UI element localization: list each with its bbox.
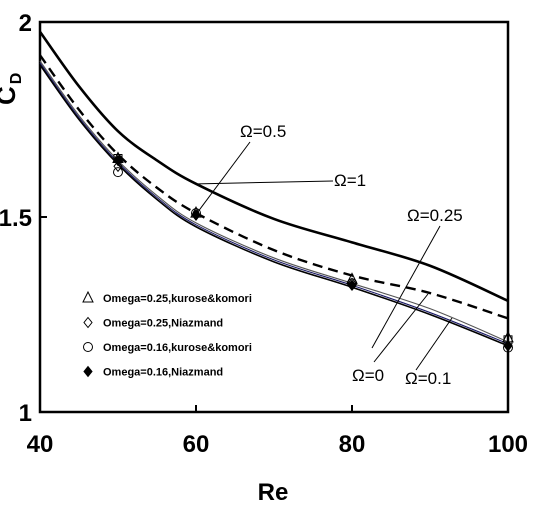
- y-tick-label-2: 2: [19, 10, 32, 37]
- x-axis-title: Re: [258, 479, 289, 506]
- legend-label-1: Omega=0.25,Niazmand: [103, 318, 223, 330]
- annotation-layer: Ω=0.5 Ω=1 Ω=0.25 Ω=0 Ω=0.1: [196, 122, 463, 388]
- y-axis-title-sub: D: [8, 73, 25, 85]
- x-tick-label-0: 40: [27, 431, 54, 458]
- annotation-leader-0: [196, 141, 251, 214]
- legend-symbol-1: [83, 316, 93, 329]
- series-line-3: [39, 62, 509, 345]
- legend-label-2: Omega=0.16,kurose&komori: [103, 342, 252, 354]
- y-axis-title: CD: [0, 73, 25, 105]
- y-tick-label-1: 1.5: [0, 205, 32, 232]
- legend-symbol-0: [82, 290, 94, 303]
- y-axis-title-main: C: [0, 86, 21, 105]
- annotation-label-3: Ω=0: [352, 366, 384, 385]
- legend-label-0: Omega=0.25,kurose&komori: [103, 293, 252, 305]
- y-tick-label-0: 1: [19, 400, 32, 427]
- legend: Omega=0.25,kurose&komori Omega=0.25,Niazm…: [82, 290, 252, 379]
- x-tick-label-3: 100: [488, 431, 528, 458]
- annotation-label-1: Ω=1: [334, 171, 366, 190]
- x-tick-label-1: 60: [183, 431, 210, 458]
- annotation-leader-3: [373, 293, 429, 363]
- x-tick-label-2: 80: [339, 431, 366, 458]
- marker-3-1: [191, 209, 201, 221]
- legend-symbol-3: [83, 365, 93, 378]
- annotation-leader-1: [197, 180, 334, 185]
- series-line-2: [39, 60, 509, 343]
- annotation-label-4: Ω=0.1: [405, 369, 451, 388]
- marker-4-0: [113, 154, 123, 163]
- legend-symbol-2: [83, 342, 93, 352]
- legend-label-3: Omega=0.16,Niazmand: [103, 367, 223, 379]
- annotation-label-0: Ω=0.5: [240, 122, 286, 141]
- annotation-leader-2: [371, 225, 441, 349]
- marker-3-2: [347, 279, 357, 292]
- marker-1-0: [113, 160, 123, 173]
- annotation-leader-4: [415, 317, 453, 371]
- tick-layer: 40 60 80 100 1 1.5 2: [0, 10, 528, 458]
- marker-2-0: [113, 167, 123, 178]
- annotation-label-2: Ω=0.25: [407, 206, 463, 225]
- series-line-1: [39, 54, 509, 320]
- marker-4-1: [503, 335, 513, 345]
